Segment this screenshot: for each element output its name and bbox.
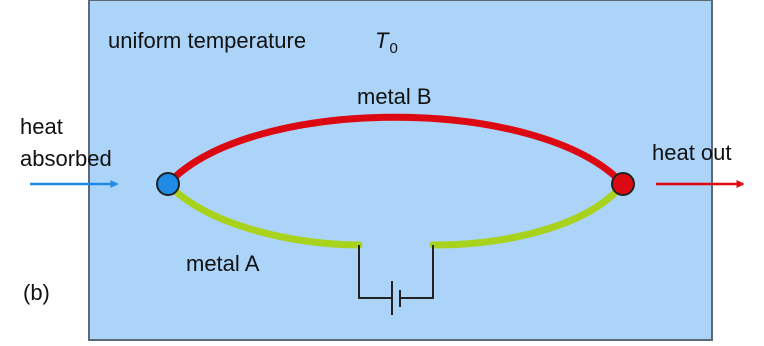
cold-junction xyxy=(156,172,180,196)
metal-b-wire xyxy=(164,113,627,188)
temperature-symbol: T0 xyxy=(375,28,398,57)
circuit-wire-left xyxy=(358,245,392,299)
metal-a-label: metal A xyxy=(186,251,260,276)
metal-a-wire-right xyxy=(429,180,627,249)
temperature-variable: T xyxy=(375,28,389,53)
circuit-wire-right xyxy=(400,245,434,299)
temperature-subscript: 0 xyxy=(389,40,398,57)
metal-a-wire-left xyxy=(164,180,363,249)
heat-absorbed-label: heat absorbed xyxy=(20,111,112,175)
heat-absorbed-line-2: absorbed xyxy=(20,146,112,171)
environment-label: uniform temperature xyxy=(108,28,307,53)
battery-circuit xyxy=(358,245,434,315)
hot-junction xyxy=(611,172,635,196)
heat-absorbed-line-1: heat xyxy=(20,114,63,139)
panel-label: (b) xyxy=(23,280,50,305)
heat-out-label: heat out xyxy=(652,140,732,165)
metal-b-label: metal B xyxy=(357,84,432,109)
